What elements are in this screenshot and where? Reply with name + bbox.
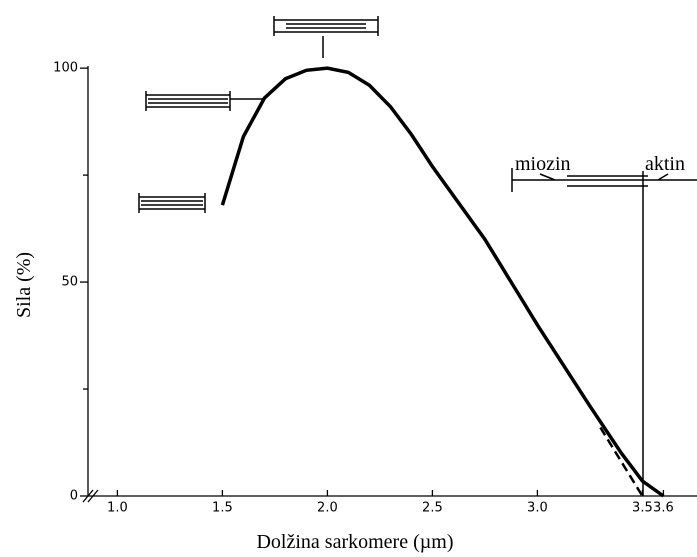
y-tick-label: 50 bbox=[61, 275, 78, 290]
axes bbox=[82, 66, 697, 503]
x-tick-label: 1.5 bbox=[212, 501, 233, 516]
x-tick-label: 2.0 bbox=[317, 501, 338, 516]
annotation: miozin bbox=[515, 153, 571, 175]
curve bbox=[220, 66, 665, 498]
curve bbox=[599, 426, 644, 497]
x-tick-label: 1.0 bbox=[107, 501, 128, 516]
x-tick-label: 2.5 bbox=[422, 501, 443, 516]
y-tick-label: 0 bbox=[70, 489, 78, 504]
annotation: aktin bbox=[645, 153, 685, 175]
x-tick-label: 3.0 bbox=[527, 501, 548, 516]
x-tick-label: 3.5 bbox=[632, 501, 653, 516]
x-axis-title: Dolžina sarkomere (µm) bbox=[256, 531, 453, 553]
y-tick-label: 100 bbox=[53, 61, 78, 76]
y-axis-title: Sila (%) bbox=[13, 252, 35, 318]
sarcomere-diagrams bbox=[138, 16, 697, 496]
x-tick-label: 3.6 bbox=[653, 501, 674, 516]
